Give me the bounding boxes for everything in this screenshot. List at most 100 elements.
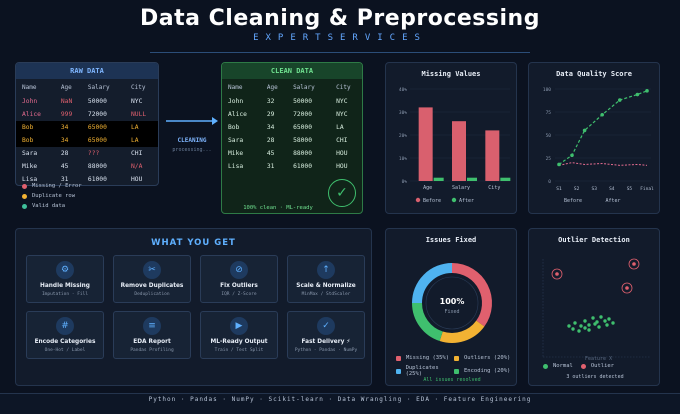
normal-point	[573, 321, 577, 325]
legend-normal: Normal	[543, 363, 573, 369]
raw-cell: Sara	[22, 150, 38, 157]
feature-subtitle: Deduplication	[134, 292, 170, 297]
header-divider	[150, 52, 530, 53]
series-before-line	[558, 162, 648, 166]
clean-column-header: Name	[228, 84, 243, 91]
clean-table-row: Alice 29 72000 NYC	[222, 108, 362, 121]
outlier-footer: 3 outliers detected	[566, 374, 624, 380]
legend-dot	[22, 193, 27, 199]
clean-cell: NYC	[336, 111, 348, 118]
clean-footer: 100% clean · ML-ready	[243, 205, 313, 211]
clean-cell: NYC	[336, 98, 348, 105]
cleaning-arrow: CLEANING processing...	[166, 110, 218, 153]
y-tick-label: 75	[546, 110, 552, 116]
issues-fixed-title: Issues Fixed	[425, 236, 477, 244]
raw-cell: 50000	[87, 98, 107, 105]
legend-after-label: After	[605, 198, 620, 204]
legend-dot	[454, 368, 459, 374]
clean-column-header: City	[336, 84, 351, 91]
series-after-point	[557, 162, 561, 167]
normal-point	[593, 322, 597, 326]
y-tick-label: 0%	[402, 179, 408, 185]
outlier-detection-chart: Outlier Detection Feature X Normal Outli…	[528, 228, 660, 386]
x-tick-label: S2	[574, 186, 580, 192]
raw-cell: Bob	[22, 137, 34, 144]
clean-cell: HOU	[336, 163, 348, 170]
feature-title: Encode Categories	[34, 339, 96, 345]
feature-title: Handle Missing	[40, 283, 90, 289]
quality-score-plot: 100 75 50 25 0 S1 S2 S3 S4 S5 Final Before After	[543, 87, 654, 204]
clean-cell: 58000	[293, 137, 313, 144]
clean-data-table: Name Age Salary City John 32 50000 NYC Alice 29 7…	[222, 79, 362, 173]
clean-data-panel: CLEAN DATA Name Age Salary City John 32 50000…	[221, 62, 363, 214]
raw-cell: NYC	[131, 98, 143, 105]
outlier-legend: Normal Outlier	[543, 363, 614, 373]
feature-title: Fast Delivery ⚡	[301, 339, 351, 345]
what-you-get-panel: WHAT YOU GET ⚙ Handle Missing Imputation ·…	[15, 228, 372, 386]
issues-legend-item: Missing (35%)	[396, 355, 454, 361]
raw-cell: 72000	[87, 111, 107, 118]
donut-center: 100% Fixed	[386, 297, 518, 315]
missing-values-plot: 40% 30% 20% 10% 0% Age Salary City Before After	[399, 87, 511, 204]
y-tick-label: 25	[546, 156, 552, 162]
clean-column-header: Age	[266, 84, 278, 91]
outlier-point	[555, 272, 559, 276]
feature-icon: ▶	[230, 317, 248, 335]
raw-cell: 61000	[87, 176, 107, 183]
legend-dot	[22, 183, 27, 189]
legend-dot	[543, 363, 548, 369]
raw-table-row: Alice 999 72000 NULL	[16, 108, 158, 121]
normal-point	[567, 324, 571, 328]
quality-score-chart: Data Quality Score 100 75 50 25 0 S1 S2 S3 S4 S5 F…	[528, 62, 660, 214]
bar-before	[485, 130, 500, 181]
clean-cell: 72000	[293, 111, 313, 118]
bar-before	[418, 107, 433, 181]
raw-cell: NULL	[131, 111, 147, 118]
issues-legend-label: Encoding (20%)	[464, 368, 511, 374]
normal-point	[607, 317, 611, 321]
normal-point	[597, 325, 601, 329]
clean-cell: 32	[266, 98, 275, 105]
donut-center-label: Fixed	[444, 309, 460, 315]
issues-legend-label: Outliers (20%)	[464, 355, 511, 361]
clean-data-title: CLEAN DATA	[222, 63, 362, 79]
cleaning-label: CLEANING	[177, 137, 207, 144]
raw-cell: Lisa	[22, 176, 38, 183]
feature-icon: ≡	[143, 317, 161, 335]
y-tick-label: 40%	[399, 87, 407, 93]
clean-cell: 61000	[293, 163, 313, 170]
raw-table-row: Bob 34 65000 LA	[16, 134, 158, 147]
page-subtitle: EXPERTSERVICES	[253, 33, 427, 43]
feature-subtitle: MinMax / StdScaler	[301, 292, 351, 297]
series-after-point	[570, 153, 574, 158]
normal-point	[611, 321, 615, 325]
feature-card: ≡ EDA Report Pandas Profiling	[113, 311, 191, 359]
raw-cell: LA	[131, 124, 139, 131]
normal-point	[583, 319, 587, 323]
donut-slice	[412, 302, 444, 342]
page-title: Data Cleaning & Preprocessing	[140, 6, 540, 31]
bar-after	[433, 177, 444, 181]
y-tick-label: 30%	[399, 110, 407, 116]
series-after-point	[645, 89, 649, 93]
clean-cell: Alice	[228, 111, 247, 118]
clean-cell: 29	[266, 111, 275, 118]
feature-icon: ⊘	[230, 261, 248, 279]
donut-slice	[439, 320, 485, 343]
issues-fixed-chart: Issues Fixed 100% Fixed Missing (35%) Out…	[385, 228, 517, 386]
raw-cell: 999	[60, 111, 73, 118]
clean-cell: HOU	[336, 150, 348, 157]
feature-card: ⚙ Handle Missing Imputation · Fill	[26, 255, 104, 303]
feature-icon: ✂	[143, 261, 161, 279]
clean-column-header: Salary	[293, 84, 315, 91]
feature-card: ▶ ML-Ready Output Train / Test Split	[200, 311, 278, 359]
issues-footer: All issues resolved	[423, 377, 481, 383]
outlier-detection-title: Outlier Detection	[558, 236, 630, 244]
check-circle-icon: ✓	[328, 179, 356, 207]
outlier-point	[632, 262, 636, 266]
x-tick-label: S5	[627, 186, 633, 192]
normal-point	[571, 327, 575, 331]
raw-data-panel: RAW DATA Name Age Salary City John NaN 50000 N…	[15, 62, 159, 186]
feature-title: Remove Duplicates	[120, 283, 184, 289]
feature-icon: ⚙	[56, 261, 74, 279]
